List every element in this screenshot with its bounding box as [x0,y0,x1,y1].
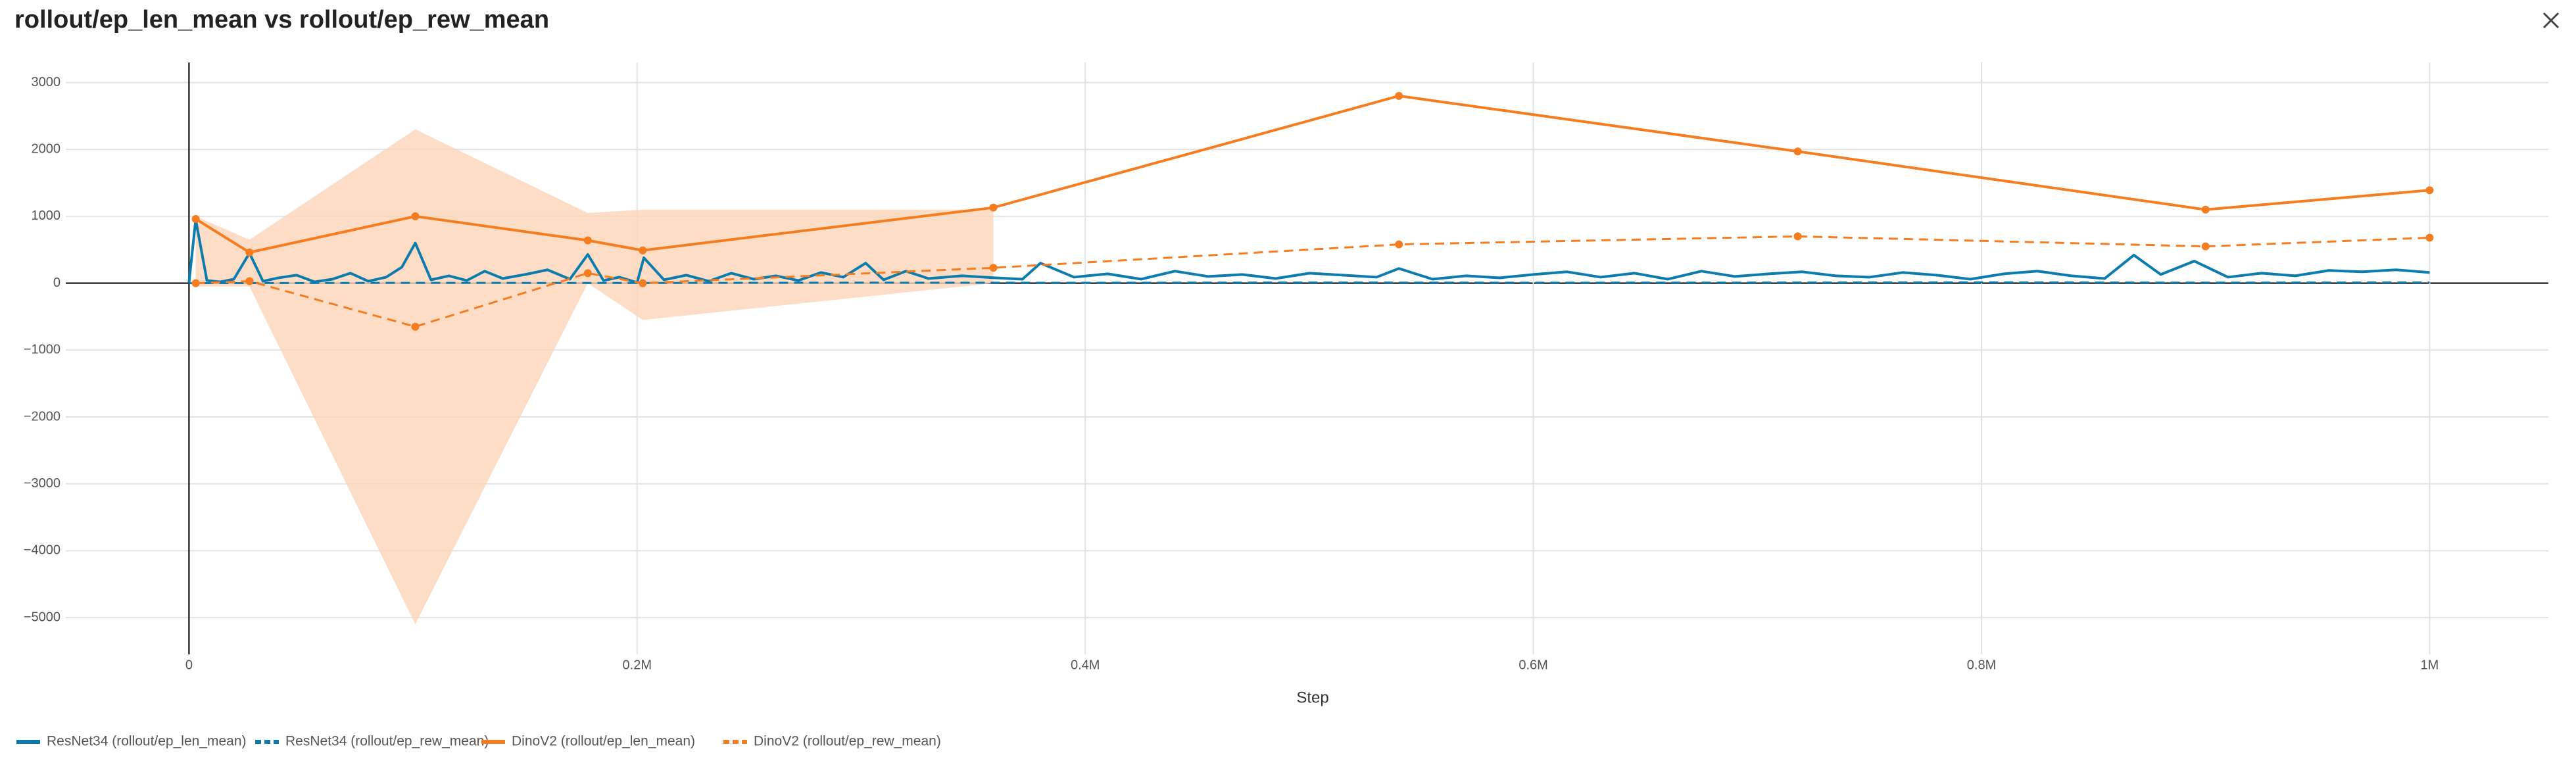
x-axis-label: Step [1296,689,1328,706]
series-line [189,281,2430,285]
series-line [195,235,2430,328]
y-tick-label: 3000 [32,75,61,89]
legend-label: DinoV2 (rollout/ep_len_mean) [512,734,695,749]
point [583,269,592,278]
x-tick-label: 1M [2421,658,2439,672]
y-tick-label: −5000 [24,610,61,624]
legend-label: DinoV2 (rollout/ep_rew_mean) [754,734,941,749]
point [1395,240,1403,249]
point [989,203,998,212]
y-tick-label: −3000 [24,476,61,491]
point [411,322,420,331]
point [2201,242,2210,251]
point [989,264,998,272]
x-tick-label: 0.6M [1519,658,1547,672]
series-line [195,94,2430,254]
x-tick-label: 0.2M [623,658,652,672]
point [191,214,200,223]
point [245,277,254,285]
series-line [187,218,2430,284]
point [639,246,647,255]
point [245,248,254,256]
chart-title: rollout/ep_len_mean vs rollout/ep_rew_me… [14,6,549,34]
close-button[interactable] [2542,12,2560,29]
point [1793,147,1802,156]
point [1395,91,1403,100]
x-tick-label: 0.4M [1071,658,1100,672]
x-tick-label: 0 [185,658,193,672]
y-tick-label: −1000 [24,343,61,357]
point [1793,232,1802,241]
point [191,279,200,287]
x-tick-label: 0.8M [1967,658,1996,672]
point [2201,205,2210,214]
close-icon[interactable] [2542,12,2560,29]
legend-label: ResNet34 (rollout/ep_len_mean) [47,734,247,749]
band [195,129,994,625]
y-tick-label: −4000 [24,543,61,558]
point [411,212,420,220]
y-tick-label: 0 [53,276,61,290]
legend-label: ResNet34 (rollout/ep_rew_mean) [285,734,489,749]
point [639,279,647,287]
y-tick-label: 2000 [32,141,61,156]
point [2425,233,2434,242]
point [583,236,592,245]
y-tick-label: −2000 [24,409,61,424]
point [2425,186,2434,195]
y-tick-label: 1000 [32,208,61,223]
